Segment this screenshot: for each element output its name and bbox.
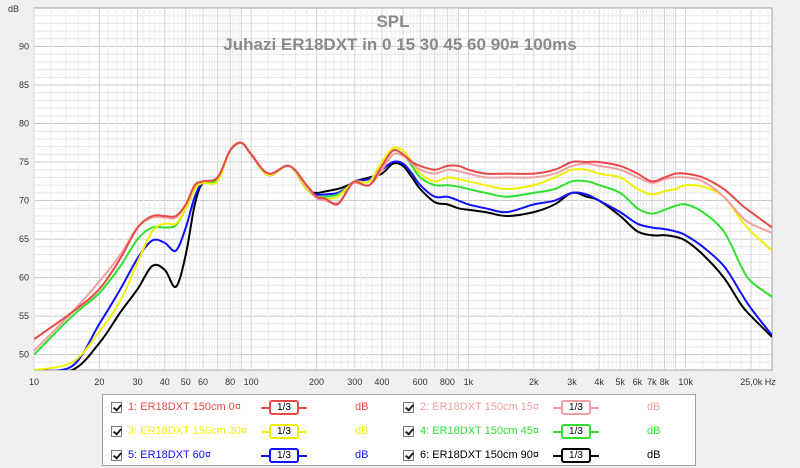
legend-line-swatch xyxy=(591,431,599,433)
x-tick-label: 25,0k Hz xyxy=(740,377,776,387)
legend-label: 2: ER18DXT 150cm 15¤ xyxy=(420,401,540,413)
x-tick-label: 800 xyxy=(440,377,455,387)
x-tick-label: 200 xyxy=(309,377,324,387)
y-tick-label: 90 xyxy=(19,42,29,52)
legend-line-swatch xyxy=(299,431,307,433)
x-tick-label: 100 xyxy=(244,377,259,387)
x-tick-label: 1k xyxy=(464,377,474,387)
y-tick-label: 70 xyxy=(19,196,29,206)
x-tick-label: 5k xyxy=(615,377,625,387)
smoothing-button[interactable]: 1/3 xyxy=(561,424,591,439)
legend-label: 6: ER18DXT 150cm 90¤ xyxy=(420,449,540,461)
legend-line-swatch xyxy=(553,407,561,409)
legend-line-swatch xyxy=(591,407,599,409)
y-tick-label: 75 xyxy=(19,157,29,167)
legend-line-swatch xyxy=(299,455,307,457)
legend-item-6: 6: ER18DXT 150cm 90¤ xyxy=(403,445,539,465)
smoothing-button[interactable]: 1/3 xyxy=(269,424,299,439)
series-lines xyxy=(34,141,772,370)
legend-line-swatch xyxy=(299,407,307,409)
series-line-5 xyxy=(34,141,772,370)
legend-line-swatch xyxy=(591,455,599,457)
legend-checkbox[interactable] xyxy=(403,449,414,461)
y-tick-label: 60 xyxy=(19,273,29,283)
chart-subtitle: Juhazi ER18DXT in 0 15 30 45 60 90¤ 100m… xyxy=(223,35,576,54)
y-tick-labels: 50 55 60 65 70 75 80 85 90 xyxy=(19,42,29,360)
legend-checkbox[interactable] xyxy=(403,401,414,413)
legend-checkbox[interactable] xyxy=(111,401,122,413)
legend-checkbox[interactable] xyxy=(403,425,414,437)
legend-unit: dB xyxy=(355,401,369,413)
x-tick-label: 7k xyxy=(647,377,657,387)
legend-label: 5: ER18DXT 60¤ xyxy=(128,449,211,461)
x-tick-label: 300 xyxy=(347,377,362,387)
x-tick-labels: 10 20 30 40 50 60 80 100 200 300 400 600 800 1k 2k 3k 4k… xyxy=(29,377,776,387)
legend-line-swatch xyxy=(261,455,269,457)
smoothing-button[interactable]: 1/3 xyxy=(269,400,299,415)
legend-line-swatch xyxy=(553,431,561,433)
x-tick-label: 60 xyxy=(198,377,208,387)
series-line-3 xyxy=(34,141,772,370)
legend-unit: dB xyxy=(647,401,661,413)
legend-label: 4: ER18DXT 150cm 45¤ xyxy=(420,425,540,437)
legend-item-4: 4: ER18DXT 150cm 45¤ xyxy=(403,421,539,441)
x-tick-label: 40 xyxy=(160,377,170,387)
y-tick-label: 85 xyxy=(19,80,29,90)
legend-checkbox[interactable] xyxy=(111,425,122,437)
y-axis-label: dB xyxy=(8,4,19,14)
x-tick-label: 10k xyxy=(678,377,693,387)
x-tick-label: 20 xyxy=(94,377,104,387)
grid xyxy=(33,8,772,370)
series-line-6 xyxy=(34,141,772,370)
legend-unit: dB xyxy=(647,425,661,437)
legend-unit: dB xyxy=(355,449,369,461)
legend-label: 3: ER18DXT 150cm 30¤ xyxy=(128,425,248,437)
x-tick-label: 4k xyxy=(594,377,604,387)
legend-item-3: 3: ER18DXT 150cm 30¤ xyxy=(111,421,247,441)
x-tick-label: 10 xyxy=(29,377,39,387)
x-tick-label: 50 xyxy=(181,377,191,387)
legend-unit: dB xyxy=(355,425,369,437)
x-tick-label: 80 xyxy=(225,377,235,387)
x-tick-label: 2k xyxy=(529,377,539,387)
x-tick-label: 8k xyxy=(660,377,670,387)
smoothing-button[interactable]: 1/3 xyxy=(561,400,591,415)
legend-line-swatch xyxy=(261,431,269,433)
legend-line-swatch xyxy=(261,407,269,409)
x-tick-label: 6k xyxy=(633,377,643,387)
smoothing-button[interactable]: 1/3 xyxy=(561,448,591,463)
x-tick-label: 30 xyxy=(133,377,143,387)
legend-item-5: 5: ER18DXT 60¤ xyxy=(111,445,211,465)
legend-item-2: 2: ER18DXT 150cm 15¤ xyxy=(403,397,539,417)
legend-item-1: 1: ER18DXT 150cm 0¤ xyxy=(111,397,241,417)
smoothing-button[interactable]: 1/3 xyxy=(269,448,299,463)
x-tick-label: 600 xyxy=(413,377,428,387)
chart-title: SPL xyxy=(376,12,409,31)
x-tick-label: 3k xyxy=(567,377,577,387)
legend-panel: 1: ER18DXT 150cm 0¤ 1/3 dB 2: ER18DXT 150cm… xyxy=(102,394,696,466)
y-tick-label: 80 xyxy=(19,119,29,129)
spl-chart: 50 55 60 65 70 75 80 85 90 10 20 30 40 50 60 80 100 200 3… xyxy=(8,4,776,387)
legend-unit: dB xyxy=(647,449,661,461)
legend-label: 1: ER18DXT 150cm 0¤ xyxy=(128,401,241,413)
y-tick-label: 50 xyxy=(19,350,29,360)
series-line-1 xyxy=(34,141,772,341)
y-tick-label: 55 xyxy=(19,311,29,321)
legend-checkbox[interactable] xyxy=(111,449,122,461)
legend-line-swatch xyxy=(553,455,561,457)
y-tick-label: 65 xyxy=(19,234,29,244)
x-tick-label: 400 xyxy=(374,377,389,387)
